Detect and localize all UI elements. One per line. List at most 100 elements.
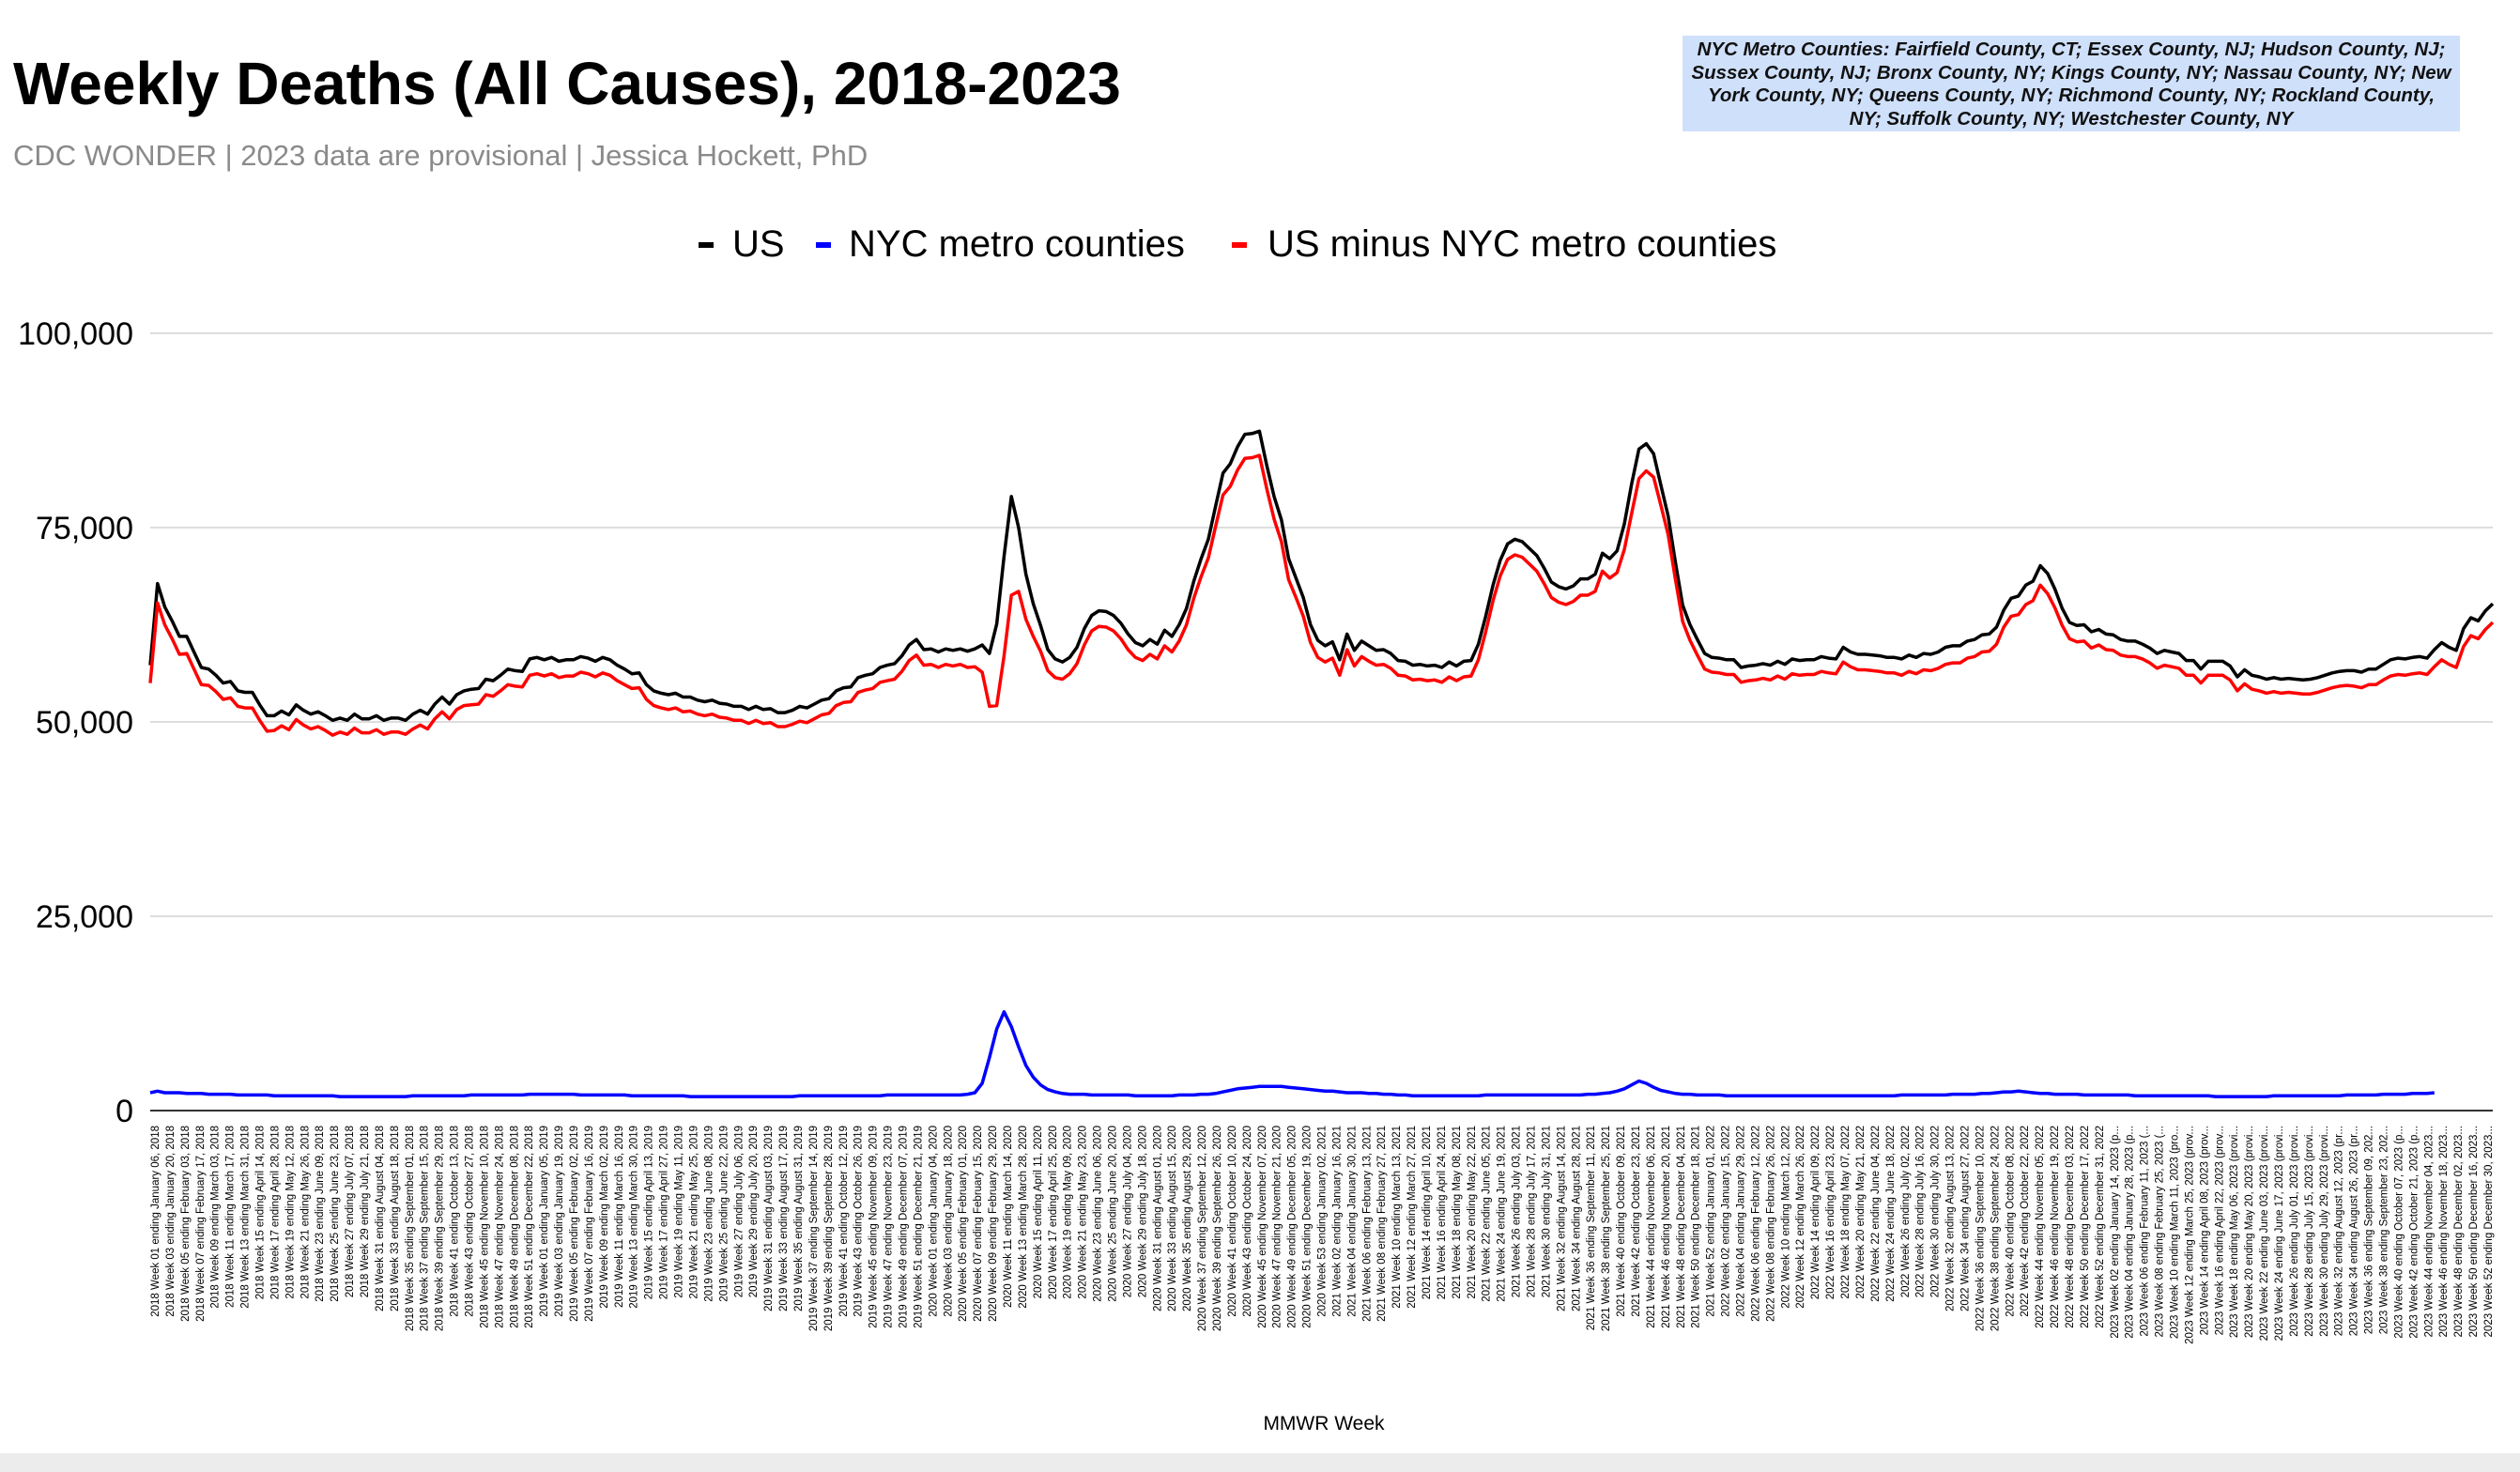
x-tick-label: 2022 Week 36 ending September 10, 2022 [1975,1126,1986,1331]
gridlines [150,332,2493,1112]
x-tick-label: 2021 Week 50 ending December 18, 2021 [1691,1126,1702,1328]
x-tick-label: 2023 Week 16 ending April 22, 2023 (prov… [2214,1126,2225,1335]
x-tick-label: 2022 Week 06 ending February 12, 2022 [1750,1126,1761,1322]
x-tick-label: 2018 Week 09 ending March 03, 2018 [210,1126,222,1309]
x-tick-label: 2023 Week 04 ending January 28, 2023 (p.… [2125,1126,2136,1339]
x-tick-label: 2020 Week 11 ending March 14, 2020 [1003,1126,1014,1308]
x-tick-label: 2021 Week 14 ending April 10, 2021 [1421,1126,1433,1299]
x-tick-label: 2022 Week 08 ending February 26, 2022 [1765,1126,1776,1322]
x-tick-label: 2023 Week 50 ending December 16, 2023... [2468,1126,2480,1337]
legend-item-nyc[interactable]: NYC metro counties [816,223,1185,265]
x-tick-label: 2021 Week 36 ending September 11, 2021 [1586,1126,1597,1330]
x-tick-label: 2019 Week 09 ending March 02, 2019 [599,1126,610,1309]
x-tick-label: 2021 Week 18 ending May 08, 2021 [1452,1126,1463,1299]
x-tick-label: 2020 Week 19 ending May 09, 2020 [1063,1126,1074,1299]
y-tick-label: 100,000 [18,316,133,352]
x-tick-label: 2022 Week 26 ending July 02, 2022 [1900,1126,1912,1297]
x-tick-label: 2018 Week 39 ending September 29, 2018 [435,1126,446,1331]
x-tick-label: 2020 Week 47 ending November 21, 2020 [1272,1126,1283,1328]
x-tick-label: 2023 Week 14 ending April 08, 2023 (prov… [2199,1126,2210,1335]
x-tick-label: 2022 Week 44 ending November 05, 2022 [2035,1126,2046,1328]
x-tick-label: 2018 Week 41 ending October 13, 2018 [450,1126,461,1317]
x-tick-label: 2020 Week 05 ending February 01, 2020 [958,1126,969,1322]
y-tick-label: 0 [115,1094,133,1129]
x-tick-label: 2023 Week 52 ending December 30, 2023... [2483,1126,2495,1337]
x-tick-label: 2022 Week 10 ending March 12, 2022 [1780,1126,1791,1309]
x-tick-label: 2020 Week 07 ending February 15, 2020 [973,1126,984,1322]
series-line-us-minus-nyc [148,453,2495,737]
x-tick-label: 2022 Week 38 ending September 24, 2022 [1990,1126,2001,1331]
x-tick-label: 2020 Week 15 ending April 11, 2020 [1033,1126,1044,1298]
x-tick-label: 2023 Week 08 ending February 25, 2023 (.… [2155,1126,2166,1337]
y-tick-label: 75,000 [36,511,133,546]
x-tick-label: 2021 Week 20 ending May 22, 2021 [1467,1126,1478,1299]
x-tick-label: 2021 Week 16 ending April 24, 2021 [1437,1126,1448,1299]
x-tick-label: 2019 Week 13 ending March 30, 2019 [629,1126,640,1309]
x-tick-label: 2022 Week 02 ending January 15, 2022 [1721,1126,1732,1317]
y-tick-label: 25,000 [36,899,133,935]
x-tick-label: 2021 Week 02 ending January 16, 2021 [1331,1126,1343,1317]
x-tick-label: 2022 Week 28 ending July 16, 2022 [1915,1126,1927,1297]
x-tick-label: 2023 Week 10 ending March 11, 2023 (pro.… [2169,1126,2180,1339]
x-tick-label: 2020 Week 53 ending January 02, 2021 [1317,1126,1329,1317]
x-tick-label: 2023 Week 40 ending October 07, 2023 (p.… [2393,1126,2405,1339]
x-tick-label: 2023 Week 30 ending July 29, 2023 (provi… [2319,1126,2330,1337]
x-tick-label: 2022 Week 24 ending June 18, 2022 [1885,1126,1897,1302]
x-tick-label: 2020 Week 37 ending September 12, 2020 [1197,1126,1208,1331]
x-tick-label: 2020 Week 13 ending March 28, 2020 [1018,1126,1029,1309]
x-tick-label: 2018 Week 33 ending August 18, 2018 [390,1126,401,1311]
x-tick-label: 2022 Week 16 ending April 23, 2022 [1825,1126,1836,1299]
x-tick-label: 2019 Week 23 ending June 08, 2019 [703,1126,715,1302]
x-tick-label: 2019 Week 41 ending October 12, 2019 [838,1126,850,1317]
x-tick-label: 2021 Week 28 ending July 17, 2021 [1527,1126,1538,1297]
x-tick-label: 2019 Week 31 ending August 03, 2019 [763,1126,775,1311]
x-tick-label: 2023 Week 48 ending December 02, 2023... [2453,1126,2465,1337]
x-tick-label: 2022 Week 18 ending May 07, 2022 [1840,1126,1852,1299]
x-tick-label: 2021 Week 24 ending June 19, 2021 [1497,1126,1508,1302]
x-tick-label: 2019 Week 15 ending April 13, 2019 [644,1126,655,1299]
x-tick-label: 2019 Week 17 ending April 27, 2019 [659,1126,670,1299]
x-tick-label: 2023 Week 22 ending June 03, 2023 (provi… [2259,1126,2270,1341]
series-line-nyc [149,1010,2435,1098]
chart-subtitle: CDC WONDER | 2023 data are provisional |… [13,139,868,172]
x-tick-label: 2022 Week 30 ending July 30, 2022 [1930,1126,1942,1297]
x-tick-label: 2021 Week 04 ending January 30, 2021 [1346,1126,1358,1317]
x-tick-label: 2022 Week 14 ending April 09, 2022 [1810,1126,1821,1299]
x-tick-label: 2021 Week 34 ending August 28, 2021 [1571,1126,1582,1311]
x-tick-label: 2021 Week 46 ending November 20, 2021 [1661,1126,1672,1328]
x-tick-label: 2023 Week 38 ending September 23, 202... [2378,1126,2389,1334]
x-tick-label: 2021 Week 26 ending July 03, 2021 [1512,1126,1523,1297]
x-tick-label: 2019 Week 49 ending December 07, 2019 [898,1126,909,1328]
x-tick-label: 2019 Week 07 ending February 16, 2019 [584,1126,595,1322]
x-tick-label: 2018 Week 25 ending June 23, 2018 [330,1126,341,1302]
x-tick-label: 2023 Week 32 ending August 12, 2023 (pr.… [2334,1126,2345,1336]
legend: US NYC metro counties US minus NYC metro… [699,223,1776,265]
y-tick-label: 50,000 [36,705,133,741]
x-tick-label: 2019 Week 19 ending May 11, 2019 [674,1126,685,1298]
x-tick-label: 2018 Week 13 ending March 31, 2018 [240,1126,252,1309]
x-tick-label: 2021 Week 08 ending February 27, 2021 [1376,1126,1388,1322]
series-line-us [148,429,2495,723]
x-tick-label: 2022 Week 40 ending October 08, 2022 [2005,1126,2016,1317]
legend-item-rest[interactable]: US minus NYC metro counties [1232,223,1776,265]
x-tick-label: 2020 Week 01 ending January 04, 2020 [928,1126,939,1317]
x-tick-label: 2021 Week 30 ending July 31, 2021 [1541,1126,1552,1297]
x-tick-label: 2020 Week 39 ending September 26, 2020 [1212,1126,1223,1331]
x-tick-label: 2023 Week 28 ending July 15, 2023 (provi… [2304,1126,2315,1337]
x-tick-label: 2018 Week 51 ending December 22, 2018 [524,1126,535,1328]
x-tick-label: 2019 Week 45 ending November 09, 2019 [868,1126,880,1328]
x-tick-label: 2018 Week 07 ending February 17, 2018 [195,1126,207,1322]
x-tick-label: 2021 Week 12 ending March 27, 2021 [1406,1126,1418,1309]
x-tick-label: 2022 Week 34 ending August 27, 2022 [1959,1126,1971,1311]
x-tick-label: 2019 Week 01 ending January 05, 2019 [539,1126,550,1317]
x-tick-label: 2023 Week 02 ending January 14, 2023 (p.… [2110,1126,2121,1339]
x-tick-label: 2020 Week 35 ending August 29, 2020 [1182,1126,1193,1311]
legend-item-us[interactable]: US [699,223,785,265]
x-tick-label: 2021 Week 10 ending March 13, 2021 [1391,1126,1403,1309]
x-tick-label: 2019 Week 25 ending June 22, 2019 [718,1126,730,1302]
x-tick-label: 2020 Week 31 ending August 01, 2020 [1152,1126,1163,1311]
counties-note: NYC Metro Counties: Fairfield County, CT… [1683,36,2460,131]
x-tick-label: 2023 Week 46 ending November 18, 2023... [2438,1126,2450,1337]
bottom-strip [0,1453,2520,1472]
